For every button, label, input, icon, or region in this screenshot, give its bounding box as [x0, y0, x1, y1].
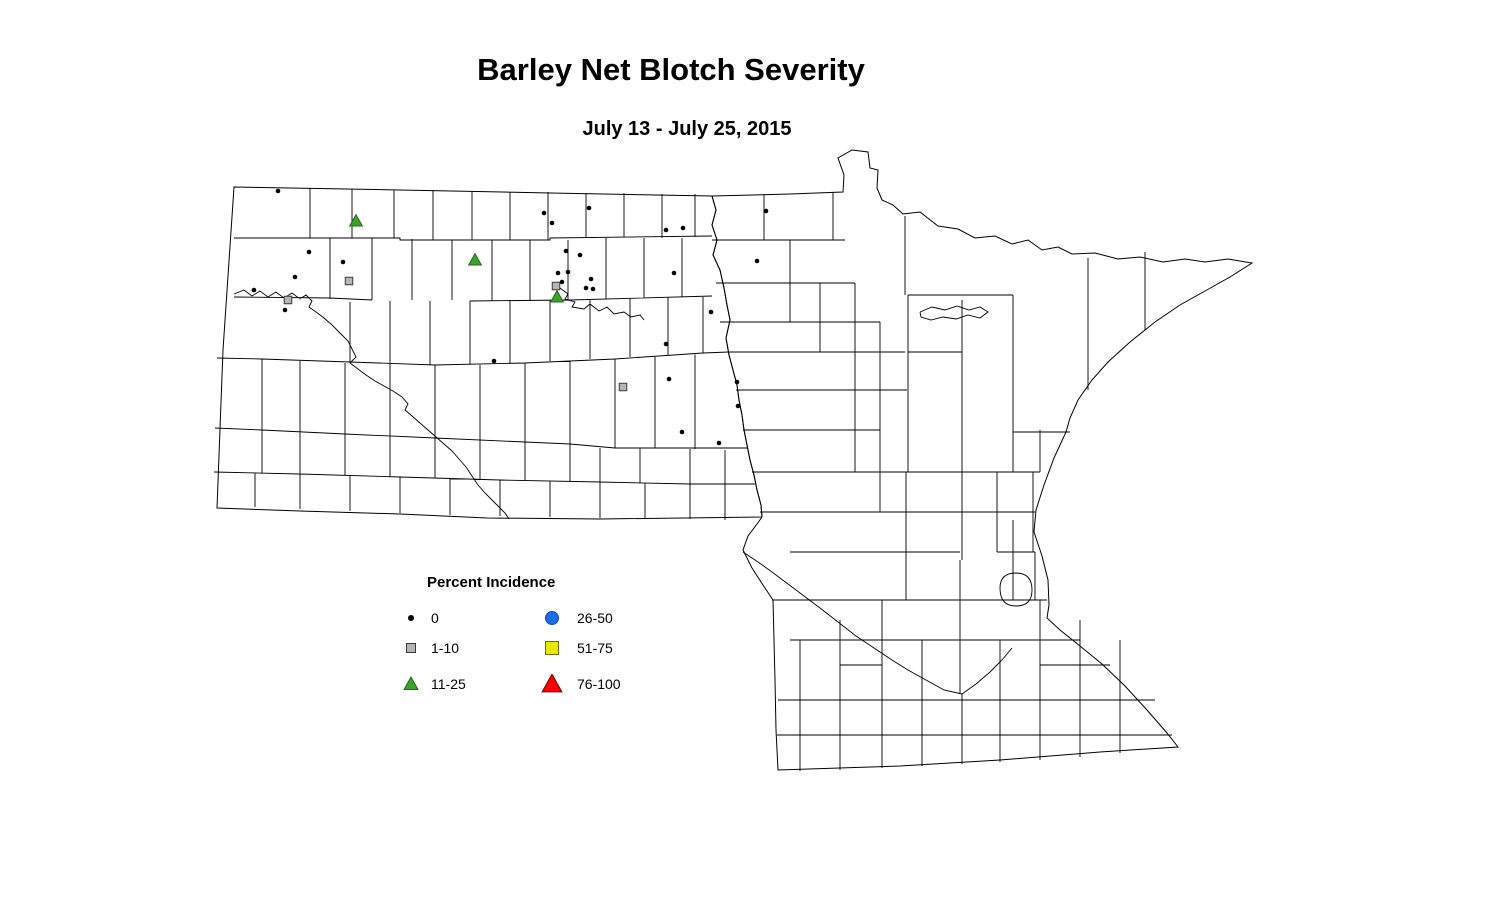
- circle-symbol: [545, 611, 559, 625]
- map-data-point: [559, 279, 565, 285]
- square-symbol: [545, 641, 559, 655]
- map-data-point: [467, 252, 483, 266]
- legend: Percent Incidence 0 1-10 11-25 26-50 51-75 7…: [400, 574, 730, 695]
- map-data-point: [734, 379, 740, 385]
- north-dakota-county-lines: [213, 188, 755, 520]
- legend-item-label: 76-100: [577, 676, 621, 692]
- circle-legend-icon: [545, 611, 559, 625]
- map-data-point: [555, 270, 561, 276]
- map-data-point: [541, 210, 547, 216]
- map-data-point: [549, 220, 555, 226]
- map-data-point: [583, 285, 589, 291]
- map-data-point: [491, 358, 497, 364]
- map-data-point: [251, 287, 257, 293]
- figure-title: Barley Net Blotch Severity: [477, 52, 865, 87]
- square-symbol: [406, 643, 416, 653]
- minnesota-county-lines: [712, 193, 1172, 771]
- map-data-point: [618, 382, 628, 392]
- map-data-point: [344, 276, 354, 286]
- square-legend-icon: [545, 641, 559, 655]
- legend-item-76-100: 76-100: [541, 673, 621, 695]
- legend-item-label: 0: [431, 610, 439, 626]
- map-data-point: [763, 208, 769, 214]
- dot-legend-icon: [408, 615, 414, 621]
- legend-item-26-50: 26-50: [541, 607, 621, 629]
- map-data-point: [663, 341, 669, 347]
- map-data-point: [563, 248, 569, 254]
- legend-columns: 0 1-10 11-25 26-50 51-75 76-100: [400, 607, 730, 695]
- triangle-legend-icon: [403, 676, 419, 691]
- map-data-point: [348, 213, 364, 227]
- map-data-point: [282, 307, 288, 313]
- legend-column-2: 26-50 51-75 76-100: [541, 607, 621, 695]
- legend-item-label: 51-75: [577, 640, 613, 656]
- map-data-point: [275, 188, 281, 194]
- map-data-point: [551, 281, 561, 291]
- triangle-symbol: [541, 674, 563, 693]
- figure-subtitle: July 13 - July 25, 2015: [582, 118, 792, 140]
- legend-item-51-75: 51-75: [541, 637, 621, 659]
- map-data-point: [663, 227, 669, 233]
- map-data-point: [754, 258, 760, 264]
- legend-title: Percent Incidence: [427, 574, 556, 591]
- map-data-point: [586, 205, 592, 211]
- map-data-point: [549, 289, 565, 303]
- minnesota-outline: [711, 149, 1254, 771]
- map-data-point: [565, 269, 571, 275]
- map-data-point: [588, 276, 594, 282]
- map-data-point: [292, 274, 298, 280]
- triangle-legend-icon: [541, 674, 563, 693]
- legend-item-1-10: 1-10: [400, 637, 541, 659]
- legend-item-label: 11-25: [431, 676, 466, 692]
- legend-column-1: 0 1-10 11-25: [400, 607, 541, 695]
- map-data-point: [340, 259, 346, 265]
- map-data-point: [306, 249, 312, 255]
- map-data-point: [708, 309, 714, 315]
- map-data-point: [590, 286, 596, 292]
- legend-item-11-25: 11-25: [400, 673, 541, 695]
- legend-item-0: 0: [400, 607, 541, 629]
- map-data-point: [577, 252, 583, 258]
- map-data-point: [283, 295, 293, 305]
- legend-item-label: 1-10: [431, 640, 460, 656]
- data-points-layer: [251, 188, 769, 446]
- map-data-point: [735, 403, 741, 409]
- map-data-point: [679, 429, 685, 435]
- map-data-point: [680, 225, 686, 231]
- dot-symbol: [408, 615, 414, 621]
- map-data-point: [716, 440, 722, 446]
- square-legend-icon: [406, 643, 416, 653]
- legend-item-label: 26-50: [577, 610, 613, 626]
- map-data-point: [666, 376, 672, 382]
- triangle-symbol: [403, 676, 419, 691]
- map-data-point: [671, 270, 677, 276]
